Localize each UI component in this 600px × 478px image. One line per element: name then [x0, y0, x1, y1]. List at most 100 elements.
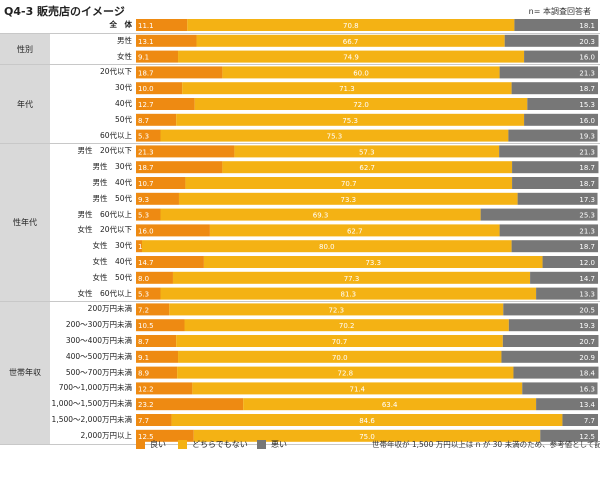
value-label-bad: 13.3: [579, 291, 595, 299]
legend-neutral: どちらでもない: [178, 438, 248, 450]
bar-neutral: [194, 98, 528, 110]
bar-bad: [499, 145, 598, 158]
bar-neutral: [185, 177, 513, 189]
value-label-bad: 21.3: [579, 69, 595, 77]
value-label-bad: 19.3: [579, 133, 595, 141]
category-label: 男性 20代以下: [77, 146, 132, 156]
category-label: 女性 20代以下: [77, 225, 132, 235]
value-label-good: 5.3: [138, 133, 149, 141]
category-label: 60代以上: [99, 130, 132, 140]
bar-neutral: [193, 429, 541, 442]
bar-neutral: [203, 256, 543, 268]
value-label-neutral: 70.0: [332, 354, 348, 362]
bar-neutral: [142, 240, 512, 253]
bar-good: [136, 50, 179, 63]
bar-bad: [503, 303, 598, 316]
bar-good: [136, 82, 183, 95]
value-label-bad: 12.0: [579, 259, 595, 267]
group-label: 性年代: [0, 144, 50, 302]
value-label-good: 8.9: [138, 370, 149, 378]
group-label: 世帯年収: [0, 302, 50, 444]
bar-bad: [508, 129, 598, 142]
bar-bad: [524, 113, 598, 126]
value-label-good: 12.5: [138, 433, 154, 441]
value-label-neutral: 73.3: [340, 196, 356, 204]
bar-good: [136, 256, 204, 268]
bar-neutral: [169, 303, 504, 316]
bar-neutral: [178, 350, 502, 363]
value-label-neutral: 73.3: [365, 259, 381, 267]
value-label-good: 16.0: [138, 227, 154, 235]
bar-neutral: [178, 50, 525, 63]
value-label-neutral: 75.3: [327, 133, 343, 141]
legend-good-swatch: [136, 439, 145, 449]
bar-neutral: [171, 414, 563, 426]
bar-bad: [480, 208, 598, 221]
legend-bad: 悪い: [257, 438, 287, 450]
value-label-neutral: 81.3: [340, 291, 356, 299]
value-label-bad: 17.3: [579, 196, 595, 204]
bar-bad: [530, 271, 598, 284]
category-label: 1,500〜2,000万円未満: [51, 415, 132, 424]
value-label-bad: 18.1: [579, 22, 595, 30]
value-label-good: 10.5: [138, 322, 154, 330]
bar-bad: [514, 19, 598, 31]
bar-bad: [508, 319, 598, 332]
bar-neutral: [160, 129, 509, 142]
value-label-neutral: 77.3: [344, 275, 360, 283]
value-label-neutral: 60.0: [353, 69, 369, 77]
category-label: 男性 30代: [92, 162, 132, 172]
category-label: 30代: [114, 83, 132, 93]
value-label-good: 8.0: [138, 275, 149, 283]
category-label: 500〜700万円未満: [65, 367, 132, 377]
category-label: 男性 60代以上: [77, 209, 132, 219]
bar-bad: [504, 34, 599, 47]
value-label-neutral: 71.3: [339, 85, 355, 93]
bar-neutral: [196, 34, 505, 47]
value-label-bad: 16.0: [579, 117, 595, 125]
value-label-neutral: 72.0: [353, 101, 369, 109]
bar-good: [136, 98, 195, 110]
value-label-neutral: 70.8: [343, 22, 359, 30]
value-label-neutral: 70.7: [332, 338, 348, 346]
bar-good: [136, 287, 161, 300]
value-label-bad: 20.5: [579, 306, 595, 314]
category-label: 女性 50代: [92, 272, 132, 282]
value-label-bad: 25.3: [579, 212, 595, 220]
value-label-neutral: 62.7: [347, 227, 363, 235]
bar-neutral: [160, 208, 481, 221]
bar-bad: [522, 382, 598, 395]
value-label-bad: 18.7: [579, 180, 595, 188]
value-label-good: 5.3: [138, 291, 149, 299]
value-label-good: 12.7: [138, 101, 154, 109]
bar-bad: [501, 350, 598, 363]
bar-neutral: [192, 382, 523, 395]
bar-good: [136, 414, 172, 426]
bar-bad: [542, 256, 598, 268]
page-title: Q4-3 販売店のイメージ: [4, 5, 125, 18]
value-label-good: 23.2: [138, 401, 154, 409]
group-label: 性別: [0, 33, 50, 65]
value-label-neutral: 75.3: [342, 117, 358, 125]
bar-good: [136, 145, 235, 158]
legend-bad-label: 悪い: [271, 439, 287, 449]
bar-neutral: [160, 287, 537, 300]
legend-neutral-swatch: [178, 439, 187, 449]
group-separator: [0, 443, 600, 445]
group-separator: [0, 143, 600, 145]
value-label-bad: 20.7: [579, 338, 595, 346]
bar-bad: [517, 192, 598, 205]
legend-good: 良い: [136, 438, 166, 450]
value-label-neutral: 70.7: [341, 180, 357, 188]
bar-neutral: [234, 145, 500, 158]
category-label: 700〜1,000万円未満: [58, 383, 132, 393]
bar-neutral: [187, 19, 515, 31]
value-label-good: 8.7: [138, 338, 149, 346]
bar-good: [136, 350, 179, 363]
bar-bad: [512, 177, 599, 189]
bar-good: [136, 34, 197, 47]
value-label-neutral: 66.7: [343, 38, 359, 46]
value-label-bad: 14.7: [579, 275, 595, 283]
bar-bad: [511, 240, 598, 253]
value-label-bad: 13.4: [579, 401, 595, 409]
